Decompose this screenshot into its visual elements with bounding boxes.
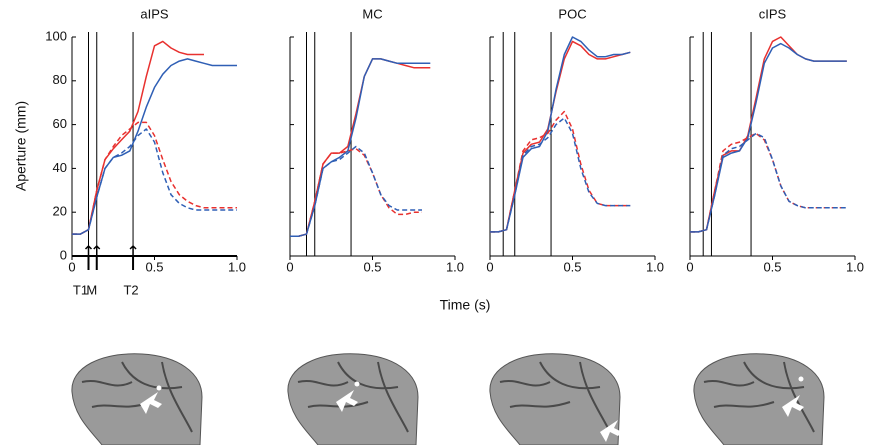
series-line [490,110,631,233]
x-tick-label: 1.0 [646,259,664,274]
x-tick-label: 1.0 [446,259,464,274]
series-line [290,58,431,238]
x-tick-label: 0.5 [363,259,381,274]
panel-title: POC [558,6,586,21]
series-line [490,117,631,233]
event-label: T1 [73,282,88,297]
panel-title: cIPS [759,6,787,21]
event-arrow [93,244,101,256]
brain-image [71,353,203,445]
x-tick-label: 0 [686,259,693,274]
x-axis-label: Time (s) [440,297,491,313]
event-label: M [86,282,97,297]
series-line [690,132,847,233]
series-line [72,128,237,235]
brain-images [71,353,825,445]
series-line [72,121,237,235]
brain-image [287,353,419,445]
x-tick-label: 1.0 [846,259,864,274]
event-arrow [129,244,137,256]
x-tick-label: 0.5 [145,259,163,274]
y-tick-label: 0 [60,247,67,262]
x-tick-label: 1.0 [228,259,246,274]
series-line [290,145,422,238]
series-line [290,147,422,238]
event-arrow [84,244,93,256]
x-tick-label: 0 [486,259,493,274]
x-tick-label: 0.5 [563,259,581,274]
y-tick-label: 40 [53,160,67,175]
series-line [290,58,431,238]
y-tick-label: 60 [53,116,67,131]
x-tick-label: 0.5 [763,259,781,274]
panel-title: aIPS [140,6,169,21]
y-axis-label: Aperture (mm) [13,101,29,191]
x-tick-label: 0 [68,259,75,274]
x-tick-label: 0 [286,259,293,274]
y-tick-label: 20 [53,204,67,219]
y-tick-label: 100 [45,28,67,43]
brain-image [489,353,635,445]
event-label: T2 [123,282,138,297]
panel-title: MC [362,6,382,21]
brain-image [693,353,825,445]
series-line [490,36,631,233]
series-line [690,42,847,233]
y-tick-label: 80 [53,72,67,87]
series-line [72,58,237,235]
